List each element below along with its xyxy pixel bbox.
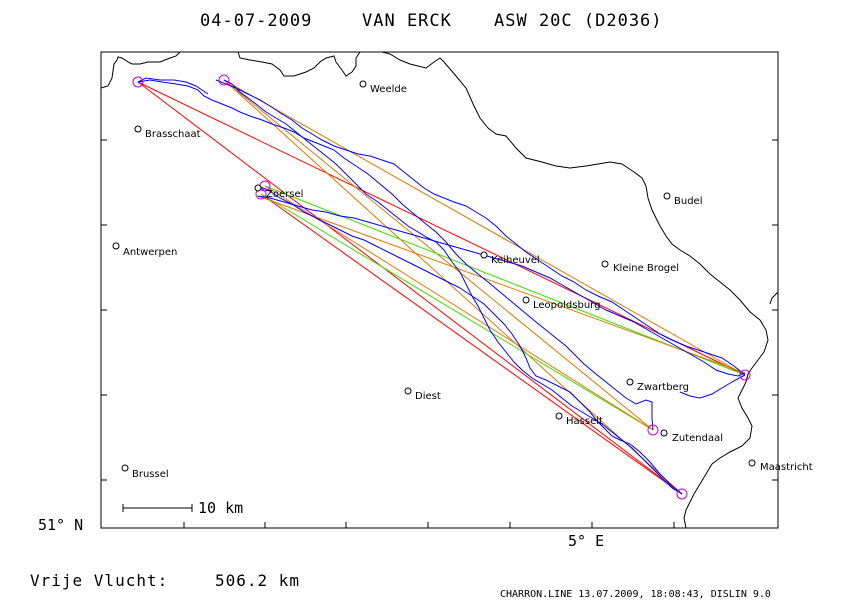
leg-1 <box>137 81 746 376</box>
city-zoersel: Zoersel <box>254 184 303 200</box>
svg-text:Diest: Diest <box>415 391 441 402</box>
leg-2 <box>137 81 683 495</box>
svg-text:Budel: Budel <box>674 196 702 207</box>
map-frame <box>100 51 779 529</box>
country-border-stub <box>769 291 779 305</box>
city-antwerpen: Antwerpen <box>112 242 177 258</box>
svg-text:Keiheuvel: Keiheuvel <box>491 255 540 266</box>
city-hasselt: Hasselt <box>555 412 603 427</box>
turnpoint-7 <box>676 488 688 500</box>
city-brasschaat: Brasschaat <box>134 125 201 140</box>
distance-value: 506.2 km <box>215 571 300 590</box>
svg-text:Zutendaal: Zutendaal <box>672 433 723 444</box>
leg-9 <box>264 185 654 431</box>
flight-track <box>137 77 746 495</box>
svg-text:Brussel: Brussel <box>132 469 169 480</box>
flight-legs <box>137 79 746 495</box>
svg-text:Leopoldsburg: Leopoldsburg <box>533 300 600 311</box>
city-maastricht: Maastricht <box>748 459 813 473</box>
city-kleine-brogel: Kleine Brogel <box>601 260 679 274</box>
city-budel: Budel <box>663 192 702 207</box>
city-brussel: Brussel <box>121 464 169 480</box>
svg-text:Antwerpen: Antwerpen <box>123 247 177 258</box>
country-border-mid <box>237 51 361 77</box>
country-border-east <box>381 51 769 529</box>
leg-7 <box>260 193 654 431</box>
city-zwartberg: Zwartberg <box>626 378 689 393</box>
footer-credit: CHARRON.LINE 13.07.2009, 18:08:43, DISLI… <box>500 589 771 600</box>
leg-6 <box>260 193 683 495</box>
glider-type: ASW 20C (D2036) <box>494 11 663 31</box>
svg-text:Maastricht: Maastricht <box>760 462 813 473</box>
svg-text:Hasselt: Hasselt <box>566 416 603 427</box>
svg-text:Zoersel: Zoersel <box>266 189 303 200</box>
leg-10 <box>257 195 746 374</box>
city-keiheuvel: Keiheuvel <box>480 251 540 266</box>
turnpoint-6 <box>647 424 659 436</box>
scale-bar <box>122 504 193 512</box>
country-border-north <box>100 51 181 89</box>
city-zutendaal: Zutendaal <box>660 429 723 444</box>
svg-text:Brasschaat: Brasschaat <box>145 129 201 140</box>
turnpoint-5 <box>739 369 751 381</box>
turnpoint-1 <box>132 76 144 88</box>
distance-label: Vrije Vlucht: <box>30 571 168 590</box>
longitude-label: 5° E <box>568 532 604 550</box>
right-ticks <box>772 139 778 481</box>
svg-text:Zwartberg: Zwartberg <box>637 382 689 393</box>
bottom-ticks <box>183 522 675 528</box>
flight-date: 04-07-2009 <box>200 11 312 31</box>
pilot-name: VAN ERCK <box>362 11 452 31</box>
turnpoint-2 <box>218 74 230 86</box>
leg-3 <box>223 79 746 376</box>
leg-5 <box>223 79 683 495</box>
svg-text:Kleine Brogel: Kleine Brogel <box>613 263 679 274</box>
leg-4 <box>223 79 654 431</box>
scale-label: 10 km <box>198 499 243 517</box>
city-diest: Diest <box>404 387 441 402</box>
svg-text:Weelde: Weelde <box>370 84 407 95</box>
left-ticks <box>101 139 107 481</box>
latitude-label: 51° N <box>38 516 83 534</box>
turnpoints <box>132 74 751 500</box>
city-weelde: Weelde <box>359 80 407 95</box>
city-leopoldsburg: Leopoldsburg <box>522 296 600 311</box>
